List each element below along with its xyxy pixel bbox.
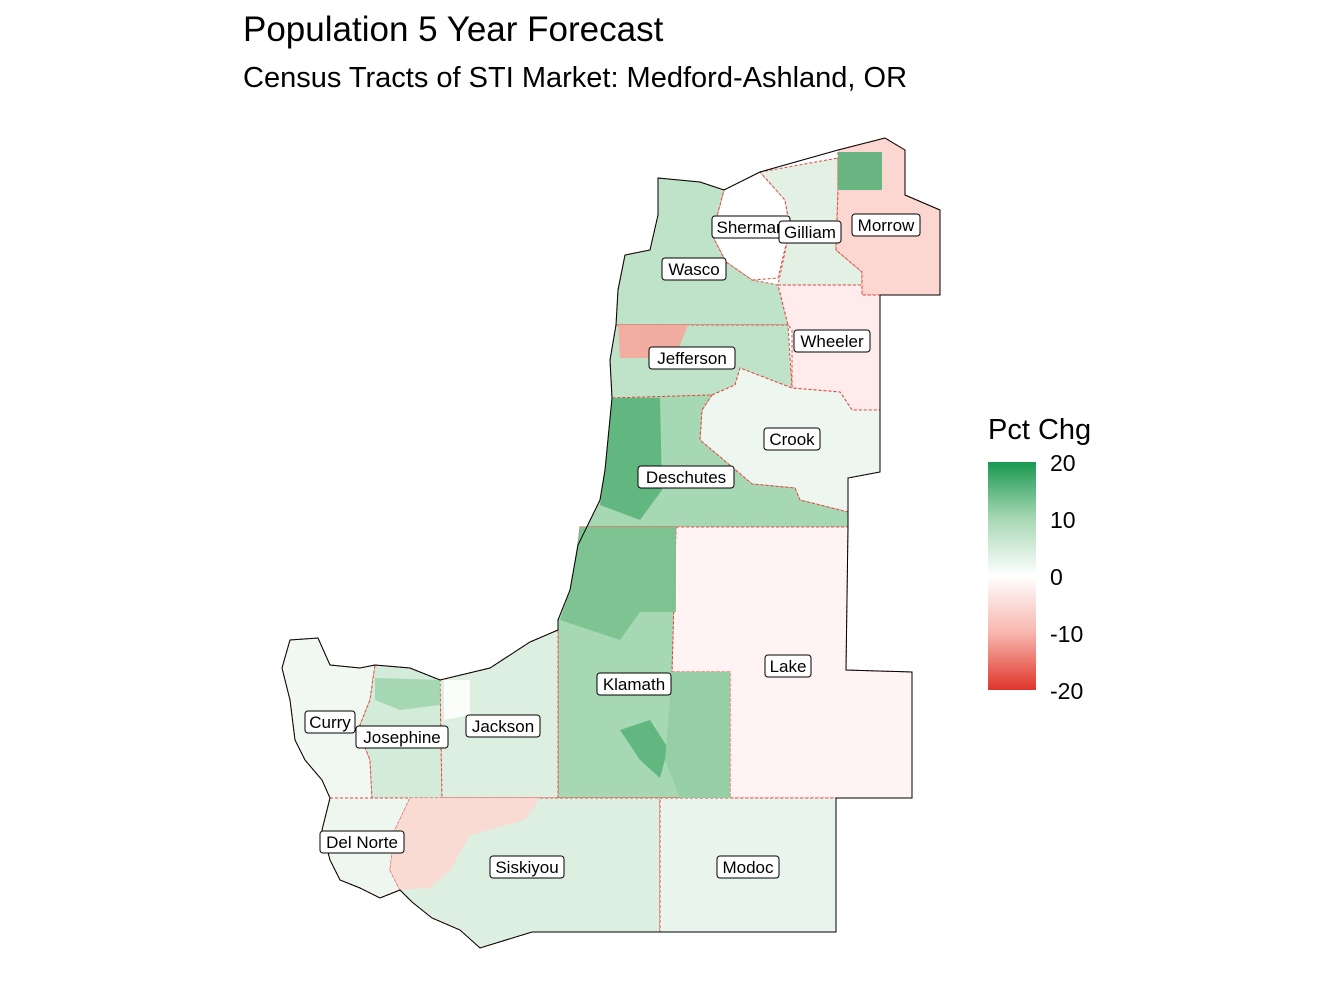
svg-text:Jefferson: Jefferson [657,349,727,368]
label-gilliam: Gilliam [778,220,842,244]
label-sherman: Sherman [711,215,791,239]
legend-color-bar [988,462,1036,690]
legend-tick-20: 20 [1050,450,1076,476]
legend-tick-10: 10 [1050,507,1076,533]
label-modoc: Modoc [716,855,780,879]
svg-text:Morrow: Morrow [858,216,915,235]
label-lake: Lake [764,654,812,678]
svg-text:Klamath: Klamath [603,675,665,694]
tract-jackson-west [444,680,470,720]
map-title: Population 5 Year Forecast [243,10,664,49]
svg-text:Jackson: Jackson [472,717,534,736]
tract-klamath-north [560,527,676,640]
tract-klamath-east [665,672,730,798]
label-josephine: Josephine [355,725,449,749]
svg-text:Deschutes: Deschutes [646,468,726,487]
svg-text:Del Norte: Del Norte [326,833,398,852]
svg-text:Siskiyou: Siskiyou [495,858,558,877]
svg-text:Wasco: Wasco [668,260,719,279]
label-jackson: Jackson [465,714,541,738]
legend-title: Pct Chg [988,414,1092,446]
svg-text:Lake: Lake [770,657,807,676]
label-curry: Curry [304,710,356,734]
svg-text:Curry: Curry [309,713,351,732]
legend-tick-0: 0 [1050,564,1063,590]
tract-morrow-north [838,152,882,190]
label-jefferson: Jefferson [648,346,736,370]
svg-text:Crook: Crook [769,430,815,449]
label-wheeler: Wheeler [793,329,871,353]
svg-text:Sherman: Sherman [717,218,786,237]
label-morrow: Morrow [851,213,921,237]
label-siskiyou: Siskiyou [489,855,565,879]
map-subtitle: Census Tracts of STI Market: Medford-Ash… [243,62,908,94]
tract-siskiyou-west [390,798,540,890]
svg-text:Modoc: Modoc [722,858,774,877]
svg-text:Gilliam: Gilliam [784,223,836,242]
svg-text:Wheeler: Wheeler [800,332,864,351]
label-deschutes: Deschutes [637,465,735,489]
svg-text:Josephine: Josephine [363,728,441,747]
label-wasco: Wasco [661,257,727,281]
legend-tick-neg10: -10 [1050,621,1084,647]
legend-tick-neg20: -20 [1050,678,1084,704]
label-crook: Crook [763,427,821,451]
label-klamath: Klamath [596,672,672,696]
tract-deschutes-west [600,398,662,520]
label-del-norte: Del Norte [319,830,405,854]
tract-josephine-north [375,678,440,710]
tract-klamath-falls [620,720,668,778]
